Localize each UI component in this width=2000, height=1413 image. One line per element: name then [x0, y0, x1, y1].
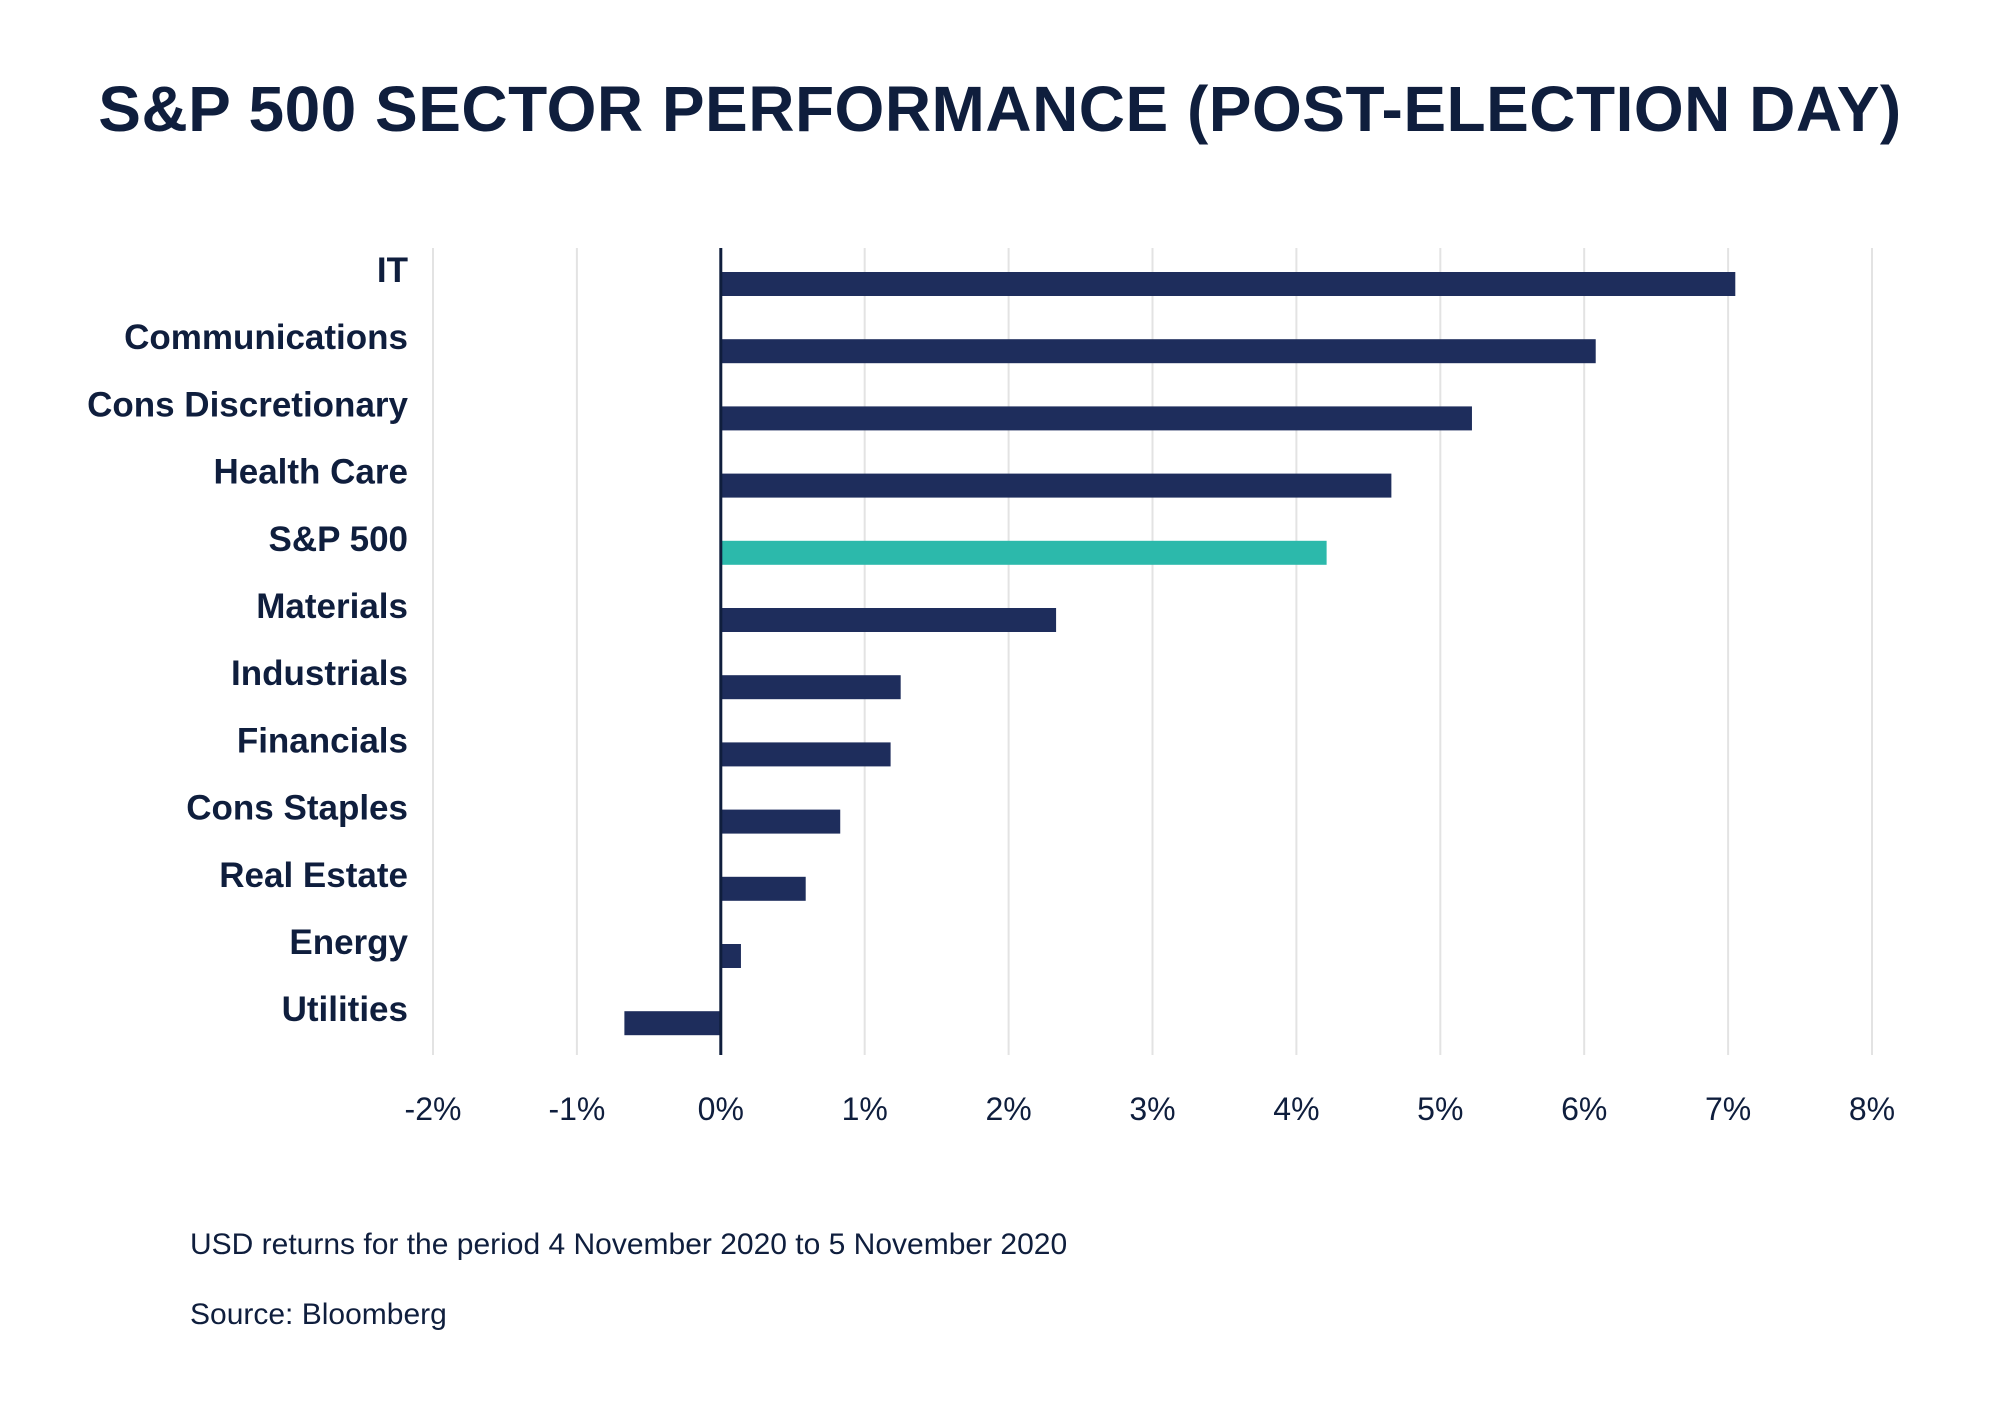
x-tick-label: 5%	[1417, 1091, 1463, 1127]
x-tick-label: 6%	[1561, 1091, 1607, 1127]
bar	[720, 675, 901, 700]
source-note: Source: Bloomberg	[190, 1298, 447, 1331]
x-tick-label: 0%	[698, 1091, 744, 1127]
x-tick-label: 8%	[1849, 1091, 1895, 1127]
bar	[720, 339, 1596, 364]
bar	[720, 540, 1327, 565]
category-label: Energy	[289, 923, 408, 962]
x-tick-label: 3%	[1129, 1091, 1175, 1127]
x-tick-label: 2%	[985, 1091, 1031, 1127]
bar	[720, 608, 1057, 632]
bars	[624, 272, 1736, 1036]
bar	[720, 944, 741, 968]
category-label: IT	[377, 251, 408, 290]
category-label: Financials	[237, 721, 408, 760]
category-label: Cons Discretionary	[87, 385, 408, 424]
category-label: Utilities	[282, 990, 408, 1029]
bar	[624, 1011, 721, 1036]
x-tick-label: 4%	[1273, 1091, 1319, 1127]
chart-title: S&P 500 SECTOR PERFORMANCE (POST-ELECTIO…	[98, 73, 1902, 145]
x-tick-label: -2%	[405, 1091, 462, 1127]
bar	[720, 809, 841, 834]
category-label: Communications	[124, 318, 408, 357]
bar	[720, 473, 1392, 498]
category-label: Industrials	[231, 654, 408, 693]
period-note: USD returns for the period 4 November 20…	[190, 1228, 1068, 1261]
category-labels: IT Communications Cons Discretionary Health…	[87, 251, 408, 1029]
bar	[720, 406, 1472, 431]
grid-lines	[432, 248, 1873, 1055]
category-label: Materials	[256, 587, 408, 626]
x-tick-label: 1%	[842, 1091, 888, 1127]
bar	[720, 876, 806, 901]
category-label: S&P 500	[269, 520, 408, 559]
category-label: Cons Staples	[186, 789, 408, 828]
bar	[720, 272, 1736, 296]
x-tick-label: -1%	[548, 1091, 605, 1127]
x-tick-label: 7%	[1705, 1091, 1751, 1127]
bar	[720, 742, 891, 767]
category-label: Health Care	[213, 453, 408, 492]
category-label: Real Estate	[219, 856, 408, 895]
x-tick-labels: -2% -1% 0% 1% 2% 3% 4% 5% 6% 7% 8%	[405, 1091, 1896, 1127]
